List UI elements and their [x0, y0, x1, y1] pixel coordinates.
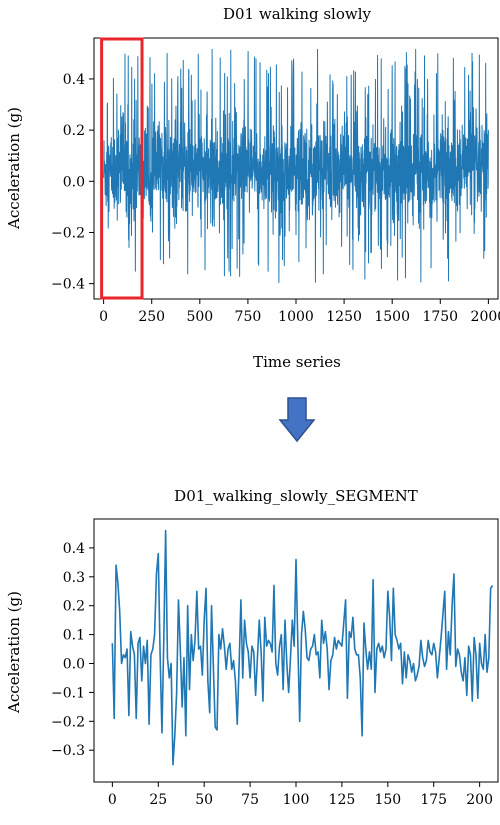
bottom-chart-series: [111, 529, 494, 766]
top-chart-xtick-label: 0: [99, 309, 108, 325]
top-chart-ytick-label: −0.2: [51, 225, 85, 241]
bottom-chart-ytick-label: 0.3: [63, 570, 85, 586]
top-chart-xtick-label: 250: [138, 309, 165, 325]
bottom-chart-xtick-label: 175: [420, 792, 447, 808]
bottom-chart-ytick-label: 0.2: [63, 599, 85, 615]
top-chart-xtick-label: 2000: [471, 309, 500, 325]
segment-highlight-box: [100, 37, 144, 300]
top-chart-ylabel: Acceleration (g): [5, 107, 23, 230]
top-chart-ticks: 0 250 500 750 1000 1250 1500 1750 2000 −0.4 −0.2 0.…: [51, 72, 500, 325]
top-chart-xtick-label: 1500: [374, 309, 410, 325]
bottom-chart-ytick-label: 0.1: [63, 628, 85, 644]
bottom-chart-xtick-label: 125: [329, 792, 356, 808]
bottom-chart-frame: [93, 518, 499, 783]
bottom-chart-ytick-label: −0.1: [51, 685, 85, 701]
top-chart-xtick-label: 500: [186, 309, 213, 325]
bottom-chart: D01_walking_slowly_SEGMENT 0 25 50 75 100 125…: [5, 487, 499, 808]
bottom-chart-ytick-label: −0.3: [51, 743, 85, 759]
bottom-chart-xtick-label: 150: [374, 792, 401, 808]
top-chart-series: [103, 48, 489, 284]
bottom-chart-ylabel: Acceleration (g): [5, 591, 23, 714]
bottom-chart-title: D01_walking_slowly_SEGMENT: [174, 487, 418, 505]
top-chart-line: [103, 48, 489, 284]
top-chart-xtick-label: 1750: [422, 309, 458, 325]
bottom-chart-xtick-label: 75: [241, 792, 259, 808]
bottom-chart-xtick-label: 50: [195, 792, 213, 808]
top-chart-xtick-label: 1000: [278, 309, 314, 325]
bottom-chart-xtick-label: 200: [466, 792, 493, 808]
top-chart-xtick-label: 1250: [326, 309, 362, 325]
bottom-chart-xtick-label: 25: [149, 792, 167, 808]
down-arrow-icon: [278, 397, 316, 443]
top-chart-xtick-label: 750: [235, 309, 262, 325]
bottom-chart-ytick-label: 0.4: [63, 541, 85, 557]
bottom-chart-ticks: 0 25 50 75 100 125 150 175 200 −0.3 −0.2 −0.1 0.0 0.1…: [51, 541, 493, 808]
top-chart-ytick-label: 0.4: [63, 72, 85, 88]
top-chart-ytick-label: 0.0: [63, 174, 85, 190]
top-chart-ytick-label: −0.4: [51, 277, 85, 293]
top-chart-title: D01 walking slowly: [223, 5, 372, 23]
top-chart: D01 walking slowly 0 250 500 750 1000 1250 150…: [5, 5, 500, 371]
bottom-chart-line: [111, 529, 494, 766]
top-chart-frame: [93, 37, 499, 300]
bottom-chart-ytick-label: 0.0: [63, 657, 85, 673]
top-chart-ytick-label: 0.2: [63, 123, 85, 139]
bottom-chart-xtick-label: 0: [108, 792, 117, 808]
bottom-chart-xtick-label: 100: [283, 792, 310, 808]
bottom-chart-ytick-label: −0.2: [51, 714, 85, 730]
top-chart-xlabel: Time series: [253, 353, 341, 371]
